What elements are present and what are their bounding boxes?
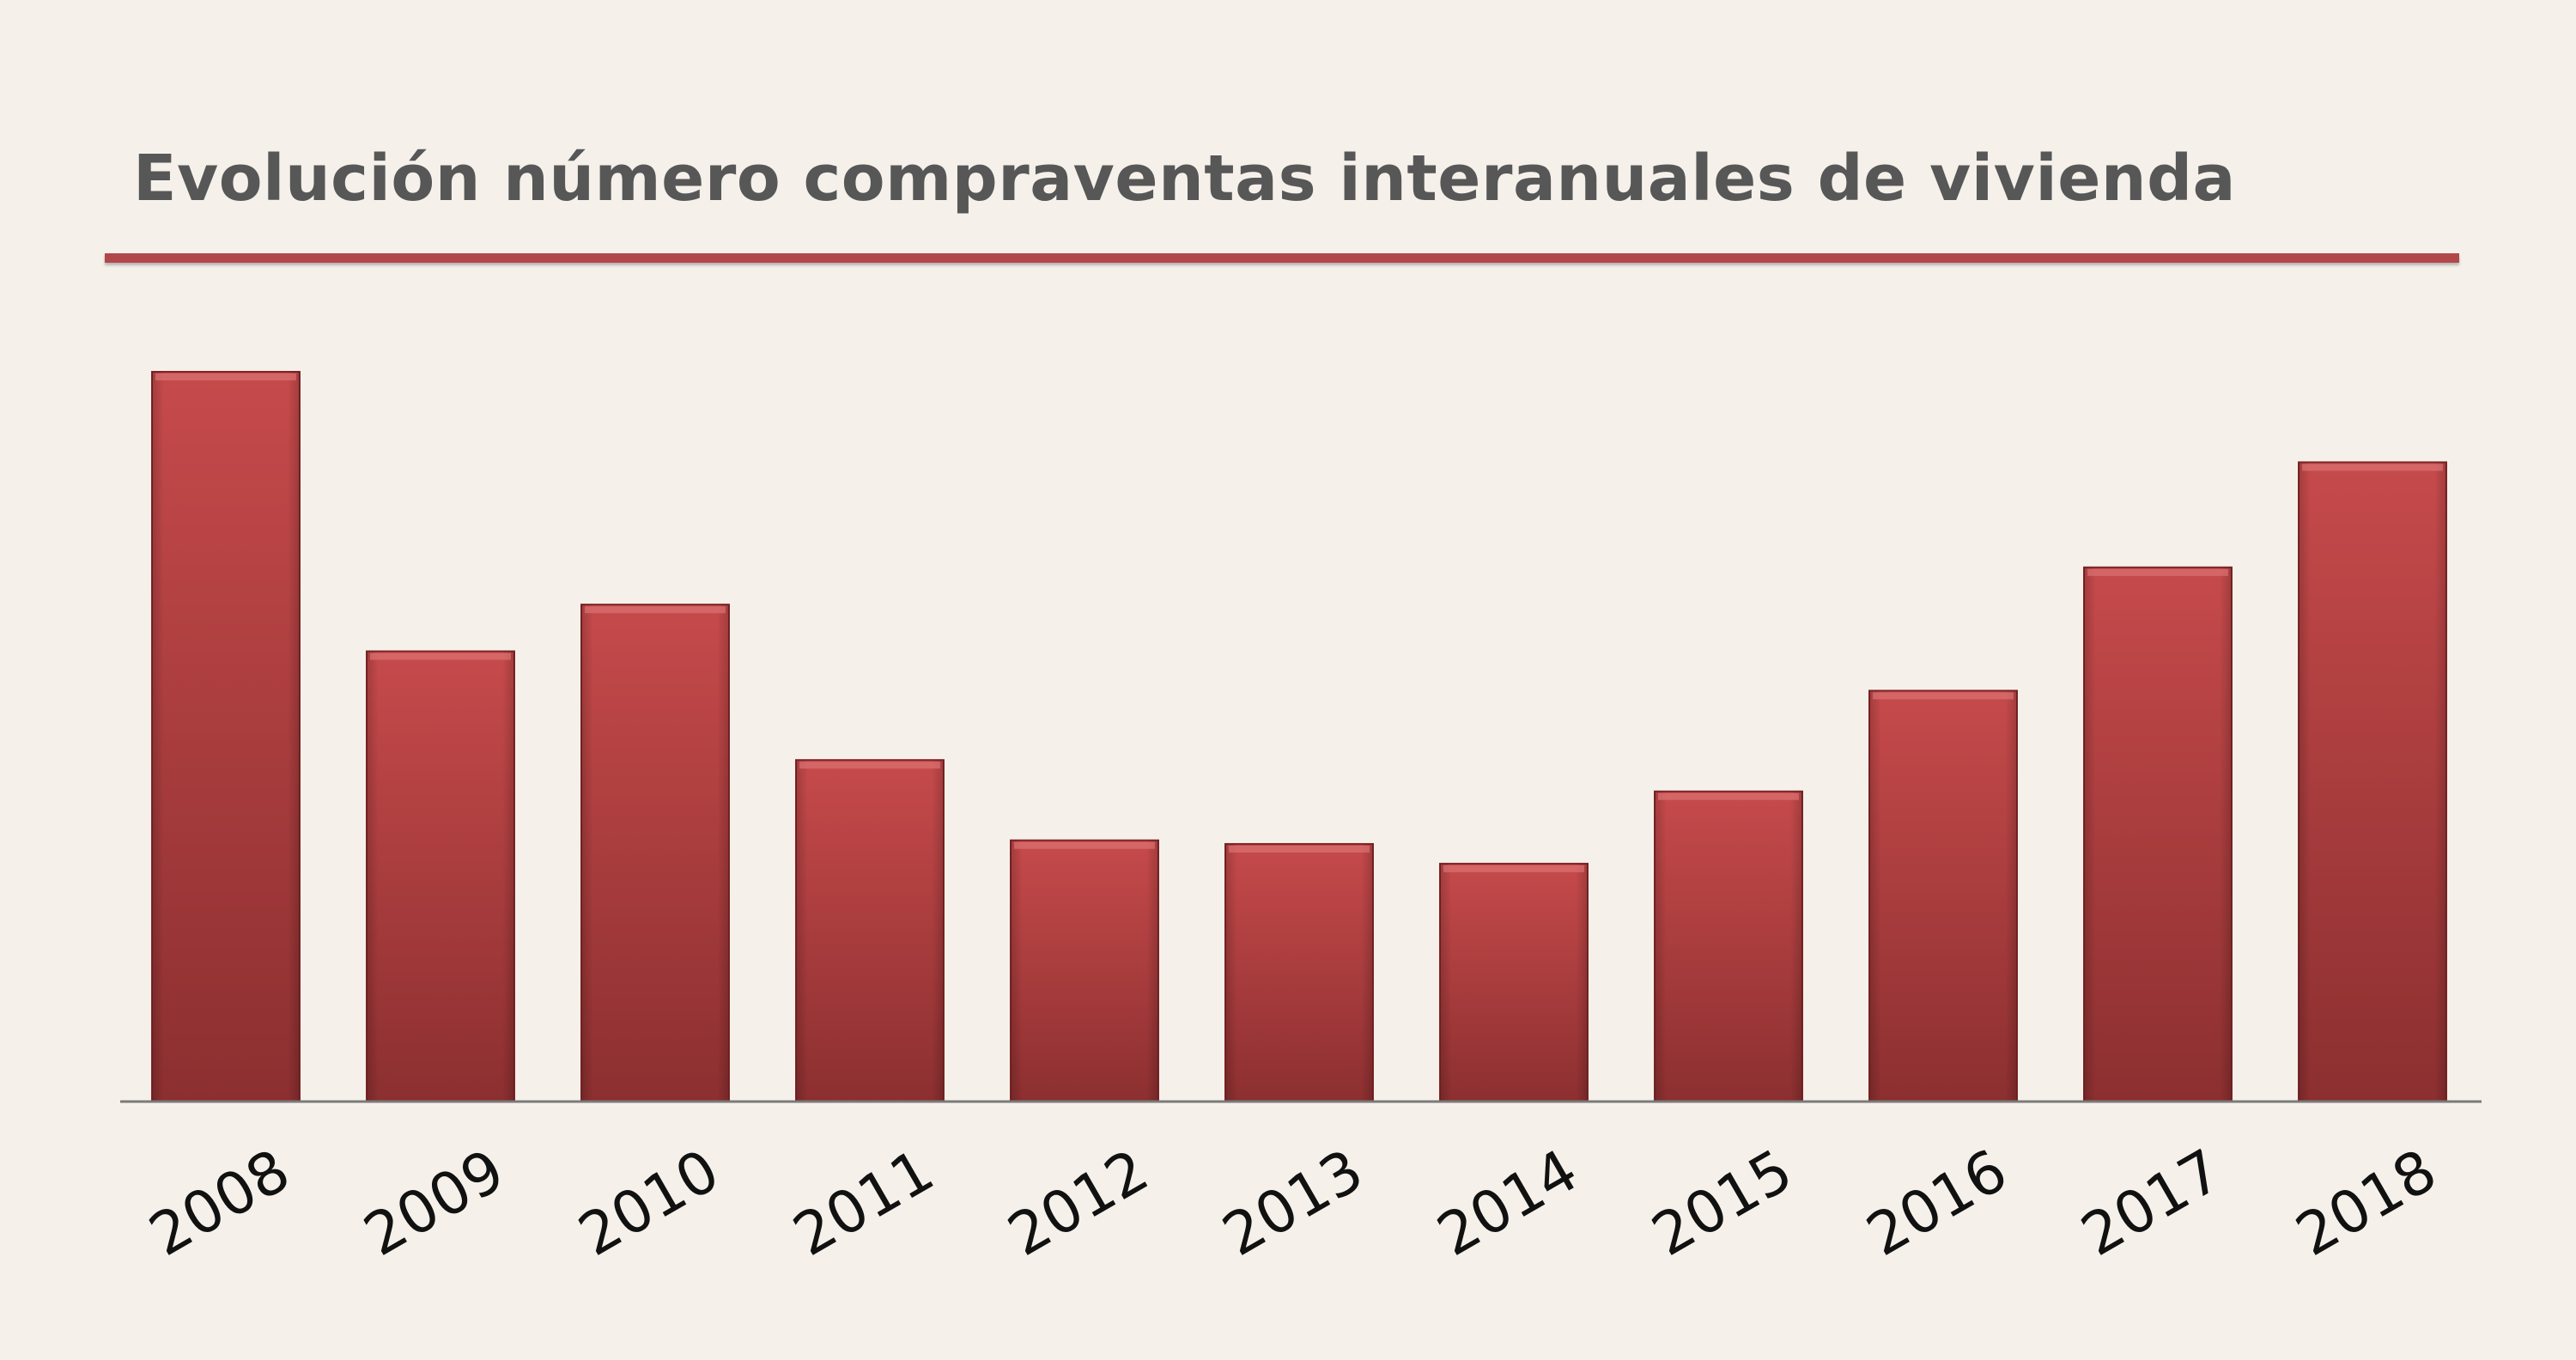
bar-2015 — [1654, 790, 1803, 1102]
x-tick-label: 2016 — [1856, 1137, 2018, 1270]
bar-2016 — [1868, 689, 2018, 1102]
x-tick-labels: 2008 2009 2010 2011 2012 2013 2014 2015 2016 2017… — [138, 1137, 2447, 1270]
bar-2012 — [1010, 839, 1159, 1102]
x-tick-label: 2010 — [568, 1137, 730, 1270]
bar-shade — [2299, 462, 2446, 1102]
bar-highlight — [585, 606, 726, 614]
bar-2013 — [1224, 842, 1374, 1102]
bar-2018 — [2298, 461, 2447, 1102]
x-tick-label: 2015 — [1641, 1137, 1803, 1270]
bar-shade — [581, 604, 729, 1102]
x-tick-label: 2014 — [1426, 1137, 1589, 1270]
bar-highlight — [370, 653, 511, 660]
bar-highlight — [799, 762, 940, 769]
x-tick-label: 2018 — [2285, 1137, 2447, 1270]
bar-2009 — [366, 650, 515, 1102]
bar-highlight — [1229, 845, 1370, 853]
bar-shade — [2084, 567, 2232, 1102]
bar-shade — [796, 760, 944, 1102]
bar-2017 — [2083, 566, 2233, 1102]
bar-highlight — [1014, 841, 1155, 849]
bar-shade — [152, 372, 300, 1102]
x-tick-label: 2017 — [2070, 1137, 2233, 1270]
bar-2010 — [580, 604, 730, 1102]
bar-highlight — [2087, 568, 2228, 576]
bar-highlight — [155, 373, 296, 380]
bar-highlight — [1443, 865, 1584, 872]
bar-2008 — [151, 371, 301, 1102]
x-tick-label: 2012 — [997, 1137, 1159, 1270]
x-tick-label: 2011 — [782, 1137, 945, 1270]
bar-shade — [1655, 791, 1802, 1102]
bar-shade — [1011, 840, 1158, 1102]
x-tick-label: 2013 — [1212, 1137, 1374, 1270]
bar-shade — [1225, 843, 1373, 1102]
bar-shade — [367, 651, 514, 1102]
bar-highlight — [1873, 692, 2014, 700]
chart-title: Evolución número compraventas interanual… — [133, 142, 2236, 216]
title-underline — [105, 253, 2459, 263]
bar-shade — [1440, 863, 1588, 1102]
x-tick-label: 2009 — [353, 1137, 515, 1270]
bar-highlight — [1658, 792, 1799, 800]
bar-2011 — [795, 759, 945, 1102]
x-tick-label: 2008 — [138, 1137, 301, 1270]
bar-highlight — [2302, 464, 2443, 471]
bars-layer — [151, 371, 2447, 1103]
bar-2014 — [1439, 862, 1589, 1103]
bar-shade — [1869, 690, 2017, 1102]
